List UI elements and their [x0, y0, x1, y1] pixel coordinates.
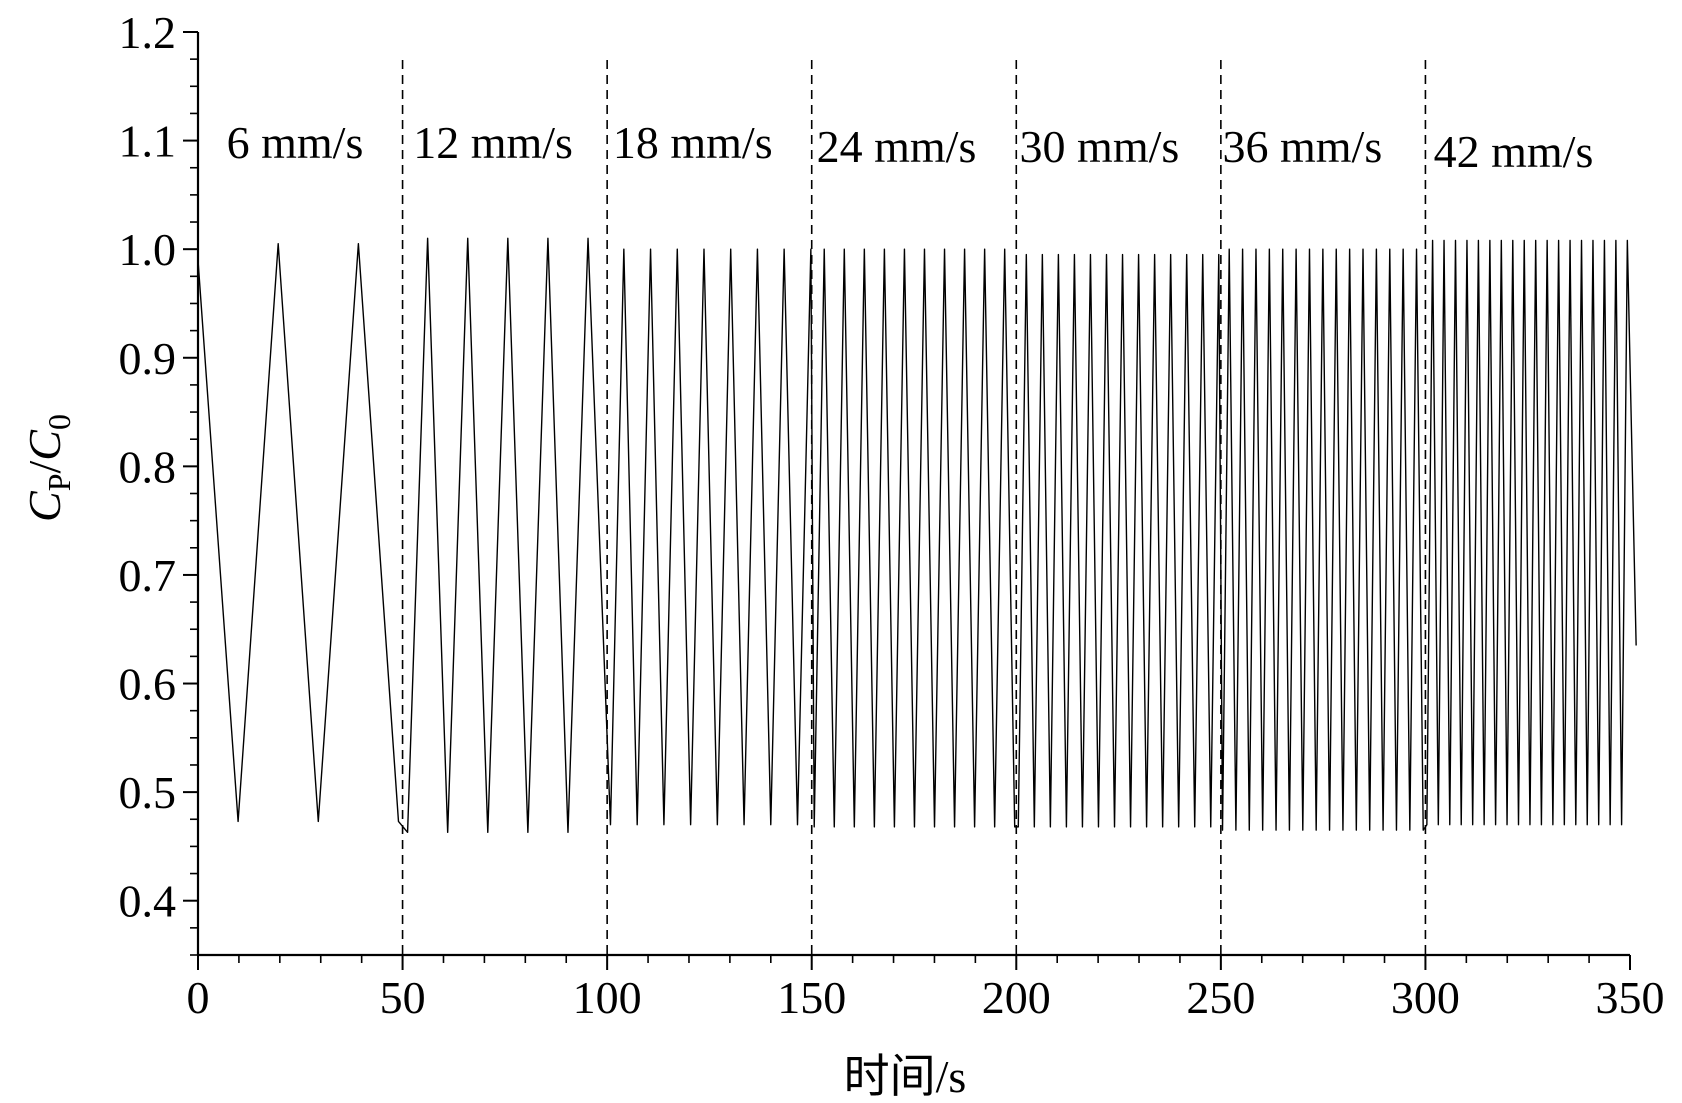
- region-label: 24 mm/s: [817, 121, 977, 172]
- y-tick-label: 0.6: [119, 659, 177, 710]
- region-label: 42 mm/s: [1434, 126, 1594, 177]
- axes: 0 50 100 150 200 250 300 350 0.4 0.5 0.6 0.7 0.8 0.9 1…: [119, 7, 1665, 1023]
- y-axis-title-denom-sub: 0: [41, 414, 77, 430]
- series-group: [197, 237, 1637, 833]
- x-tick-label: 300: [1391, 972, 1460, 1023]
- y-tick-label: 1.1: [119, 116, 177, 167]
- y-tick-label: 0.5: [119, 767, 177, 818]
- axis-titles: 时间/s CP/C0: [19, 414, 966, 1102]
- y-tick-label: 0.8: [119, 441, 177, 492]
- x-axis-title: 时间/s: [844, 1051, 967, 1102]
- x-tick-label: 350: [1596, 972, 1665, 1023]
- y-tick-label: 1.0: [119, 224, 177, 275]
- region-labels: 6 mm/s 12 mm/s 18 mm/s 24 mm/s 30 mm/s 36 mm/…: [227, 117, 1594, 177]
- y-tick-label: 0.9: [119, 333, 177, 384]
- y-axis-title-sep: /: [19, 460, 70, 473]
- x-tick-label: 200: [982, 972, 1051, 1023]
- region-label: 6 mm/s: [227, 117, 364, 168]
- region-label: 30 mm/s: [1020, 121, 1180, 172]
- y-axis-title-main: C: [19, 490, 70, 522]
- x-tick-label: 0: [187, 972, 210, 1023]
- series-line: [197, 237, 1637, 833]
- y-tick-label: 0.4: [119, 876, 177, 927]
- y-axis-title: CP/C0: [19, 414, 77, 522]
- x-tick-label: 100: [573, 972, 642, 1023]
- y-axis-title-main-sub: P: [41, 473, 77, 491]
- x-tick-label: 250: [1186, 972, 1255, 1023]
- y-tick-label: 0.7: [119, 550, 177, 601]
- x-tick-label: 150: [777, 972, 846, 1023]
- region-label: 12 mm/s: [413, 117, 573, 168]
- region-label: 18 mm/s: [613, 117, 773, 168]
- x-tick-label: 50: [380, 972, 426, 1023]
- y-tick-label: 1.2: [119, 7, 177, 58]
- y-axis-title-denom: C: [19, 429, 70, 461]
- region-label: 36 mm/s: [1222, 121, 1382, 172]
